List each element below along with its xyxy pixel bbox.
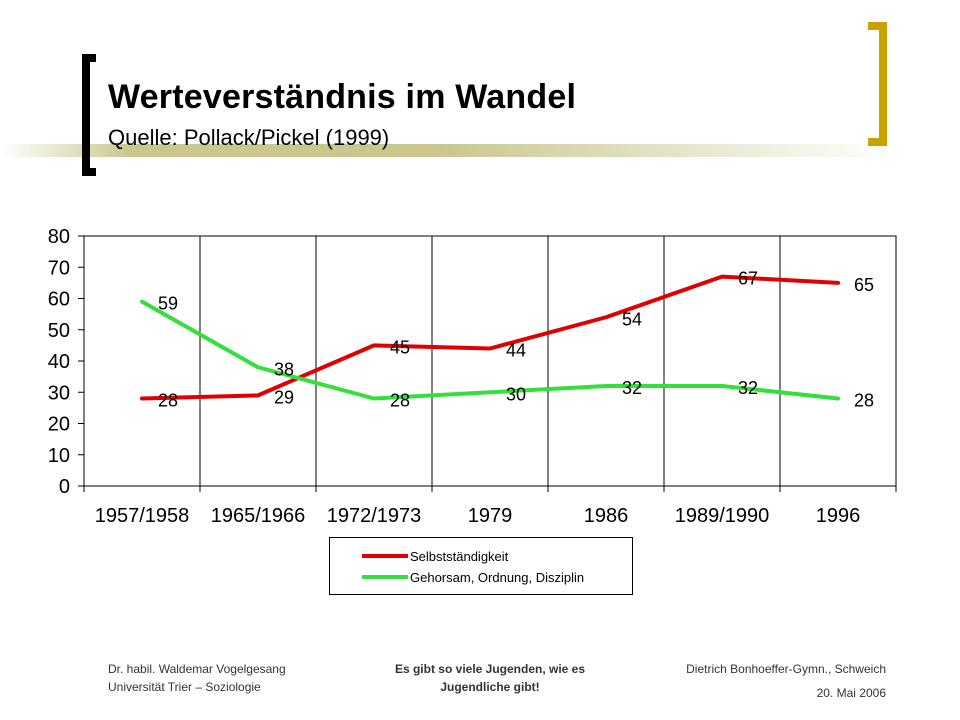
y-tick-label-7: 70 [48,257,70,279]
plot-area-frame [83,235,897,487]
footer-author: Dr. habil. Waldemar Vogelgesang Universi… [108,660,286,696]
legend-item-series-1: Gehorsam, Ordnung, Disziplin [362,569,584,585]
legend-item-series-0: Selbstständigkeit [362,548,508,564]
slide-subtitle: Quelle: Pollack/Pickel (1999) [108,125,390,150]
y-tick-label-8: 80 [48,226,70,248]
footer-author-affiliation: Universität Trier – Soziologie [108,680,261,694]
data-label-s1-p2: 28 [390,391,410,411]
x-tick-label-4: 1986 [584,505,629,527]
right-bracket-decoration [868,22,887,146]
footer-venue: Dietrich Bonhoeffer-Gymn., Schweich [686,662,886,676]
title-underline-bar-right [440,144,892,157]
x-tick-label-6: 1996 [816,505,861,527]
data-label-s0-p1: 29 [274,387,294,407]
slide-title: Werteverständnis im Wandel [108,78,577,116]
x-tick-label-3: 1979 [468,505,513,527]
left-bracket-decoration [82,54,96,176]
footer-motto-line1: Es gibt so viele Jugenden, wie es [394,662,586,676]
y-tick-label-2: 20 [48,414,70,436]
y-tick-label-1: 10 [48,445,70,467]
data-label-s0-p0: 28 [158,391,178,411]
y-tick-label-4: 40 [48,351,70,373]
data-label-s0-p2: 45 [390,337,410,357]
x-tick-label-2: 1972/1973 [327,505,422,527]
data-label-s0-p6: 65 [854,275,874,295]
data-label-s0-p3: 44 [506,341,526,361]
chart-legend: Selbstständigkeit Gehorsam, Ordnung, Dis… [329,537,633,595]
x-tick-label-0: 1957/1958 [95,505,190,527]
data-label-s0-p5: 67 [738,269,758,289]
legend-label-series-1: Gehorsam, Ordnung, Disziplin [410,569,585,585]
x-tick-label-5: 1989/1990 [675,505,770,527]
data-label-s1-p6: 28 [854,391,874,411]
footer-motto: Es gibt so viele Jugenden, wie es Jugend… [360,660,620,696]
footer-author-name: Dr. habil. Waldemar Vogelgesang [108,662,286,676]
series-line-1 [140,299,840,401]
y-tick-label-0: 0 [59,476,70,498]
y-tick-label-5: 50 [48,320,70,342]
data-label-s1-p1: 38 [274,359,294,379]
y-tick-label-6: 60 [48,289,70,311]
data-label-s1-p5: 32 [738,378,758,398]
footer-motto-line2: Jugendliche gibt! [440,680,540,694]
x-tick-label-1: 1965/1966 [211,505,306,527]
legend-label-series-0: Selbstständigkeit [410,548,509,564]
data-label-s0-p4: 54 [622,309,642,329]
footer-date: 20. Mai 2006 [816,686,886,700]
y-tick-label-3: 30 [48,382,70,404]
title-underline-bar-left [0,144,440,157]
series-line-0 [140,274,840,401]
data-label-s1-p0: 59 [158,294,178,314]
legend-swatch-series-1 [362,575,408,579]
legend-swatch-series-0 [362,554,408,558]
data-label-s1-p4: 32 [622,378,642,398]
data-label-s1-p3: 30 [506,384,526,404]
